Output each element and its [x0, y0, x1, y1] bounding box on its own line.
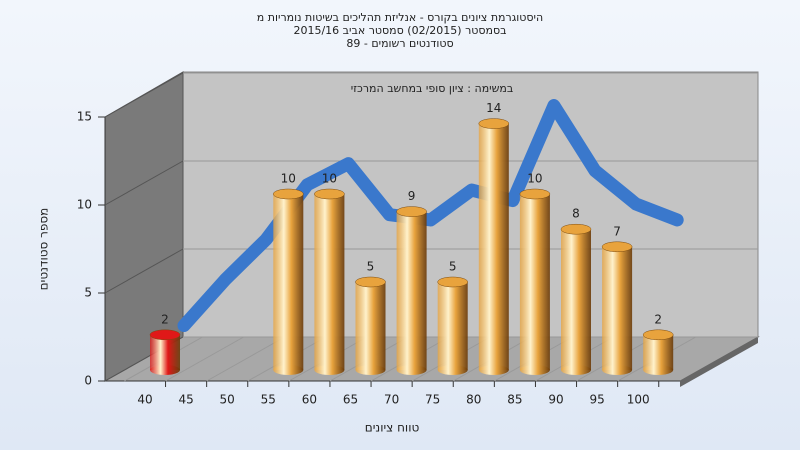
- x-tick-label: 60: [302, 393, 317, 407]
- grid-line: [104, 248, 184, 294]
- floor-edge: [680, 337, 758, 387]
- grid-line: [165, 336, 244, 382]
- x-tick-label: 55: [261, 393, 276, 407]
- bar: [273, 194, 304, 370]
- chart-subtitle: בסמסטר (02/2015) סמסטר אביב 2015/16: [293, 24, 506, 37]
- bar-top: [355, 276, 386, 288]
- data-label: 10: [527, 172, 542, 186]
- y-axis-label: מספר סטודנטים: [37, 208, 51, 291]
- data-label: 2: [654, 312, 662, 326]
- bar: [396, 211, 427, 370]
- bar-top: [560, 223, 592, 235]
- bar-top: [478, 118, 510, 129]
- bar: [519, 194, 550, 370]
- data-label: 5: [367, 260, 375, 274]
- data-label: 5: [449, 260, 457, 274]
- bar-top: [149, 329, 181, 341]
- back-wall: [182, 71, 759, 338]
- bar-top: [273, 188, 304, 200]
- x-tick-label: 85: [507, 393, 522, 407]
- bar: [355, 282, 386, 370]
- bar: [150, 334, 180, 370]
- data-label: 9: [408, 189, 416, 203]
- x-tick-label: 80: [466, 393, 481, 407]
- x-tick-label: 95: [589, 393, 604, 407]
- bar: [437, 282, 468, 370]
- x-tick-label: 65: [343, 393, 358, 407]
- data-label: 10: [322, 172, 337, 186]
- bar-top: [642, 329, 674, 341]
- y-tick-label: 15: [77, 110, 92, 124]
- x-tick-label: 100: [627, 393, 650, 407]
- bar-top: [601, 241, 633, 253]
- x-tick-label: 75: [425, 393, 440, 407]
- x-tick-label: 45: [178, 393, 193, 407]
- y-tick-label: 0: [84, 374, 92, 388]
- y-tick-label: 5: [84, 286, 92, 300]
- data-label: 2: [161, 312, 169, 326]
- bar: [478, 123, 509, 370]
- bar-top: [437, 276, 468, 288]
- x-axis-label: טווח ציונים: [365, 421, 420, 435]
- data-label: 14: [486, 101, 501, 115]
- bar-top: [396, 206, 427, 217]
- bar-top: [519, 188, 551, 200]
- x-tick-label: 50: [220, 393, 235, 407]
- bar: [602, 246, 633, 370]
- chart-subtitle: סטודנטים רשומים - 89: [346, 37, 453, 50]
- data-label: 8: [572, 207, 580, 221]
- chart-title: היסטוגרמת ציונים בקורס - אנליזת תהליכים …: [257, 11, 543, 24]
- bar-top: [314, 188, 345, 200]
- x-tick-label: 70: [384, 393, 399, 407]
- y-tick-label: 10: [77, 198, 92, 212]
- data-label: 10: [281, 172, 296, 186]
- trend-ribbon: [177, 99, 684, 333]
- bar: [561, 229, 591, 370]
- bar: [314, 194, 345, 370]
- x-tick-label: 40: [137, 393, 152, 407]
- bar: [643, 334, 674, 370]
- data-label: 7: [613, 224, 621, 238]
- grid-line: [104, 160, 184, 206]
- annotation: במשימה : ציון סופי במחשב המרכזי: [351, 82, 514, 95]
- grid-line: [104, 72, 184, 118]
- grid-line: [206, 336, 285, 382]
- x-tick-label: 90: [548, 393, 563, 407]
